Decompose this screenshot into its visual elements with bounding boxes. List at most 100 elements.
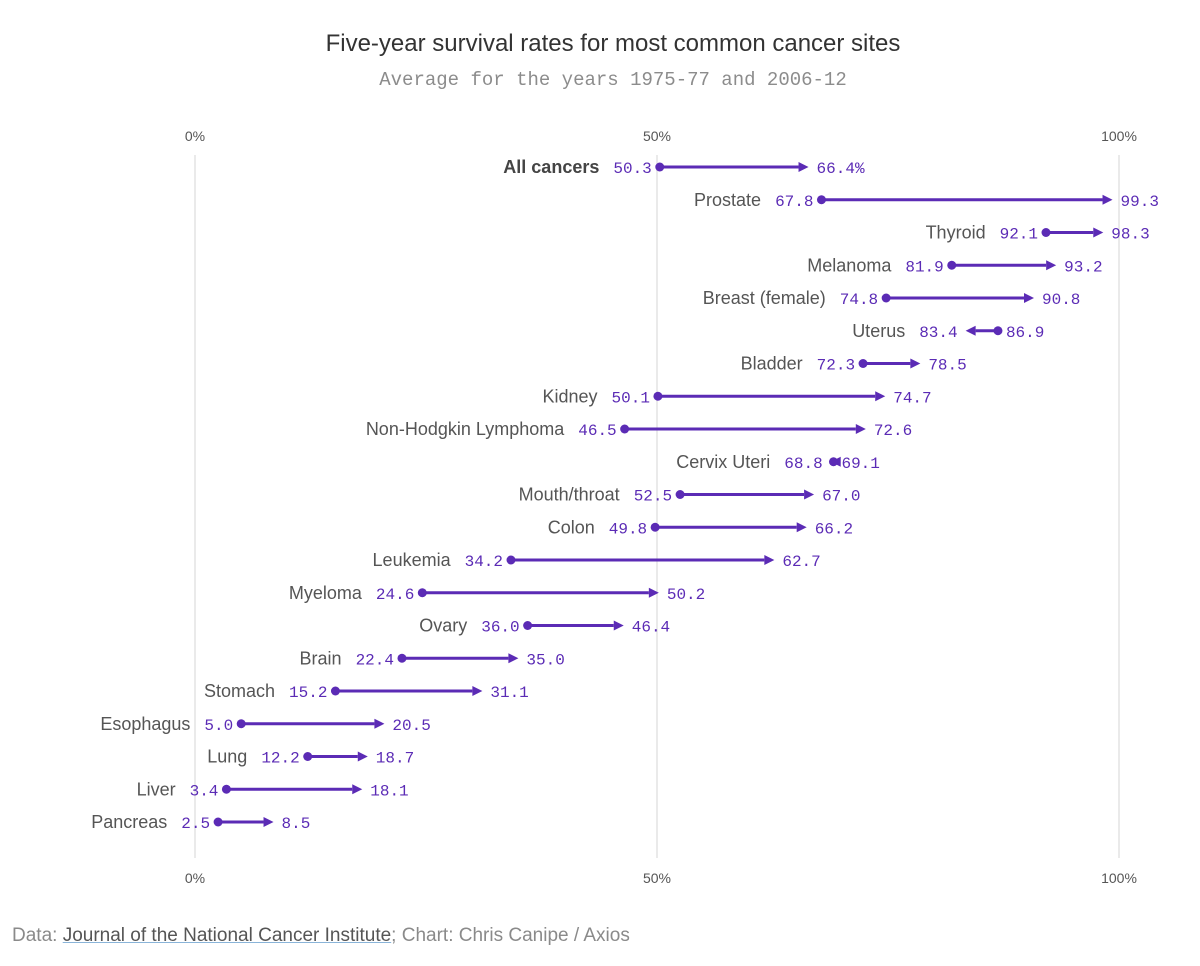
right-value-label: 67.0 [822, 488, 860, 506]
chart-subtitle: Average for the years 1975-77 and 2006-1… [379, 69, 847, 91]
start-dot [858, 359, 868, 368]
start-dot [655, 162, 665, 172]
right-value-label: 50.2 [667, 586, 705, 604]
arrow-head [875, 391, 886, 402]
start-dot [506, 555, 516, 565]
start-dot [1041, 228, 1051, 237]
category-label: Mouth/throat [519, 485, 620, 505]
survival-chart: 0% 0% 50% 50% 100% 100% 50.3 66.4% All cancers 67… [91, 128, 1159, 886]
start-dot [828, 457, 838, 467]
left-value-label: 46.5 [578, 422, 616, 440]
arrow-head [263, 817, 274, 827]
right-value-label: 66.4% [817, 160, 865, 178]
x-tick-label-top: 50% [643, 128, 671, 144]
arrow-head [472, 686, 483, 696]
arrow-head [1046, 260, 1057, 271]
arrow-head [804, 489, 815, 500]
category-label: Myeloma [289, 583, 363, 603]
arrow-head [648, 587, 659, 598]
category-label: Kidney [542, 386, 597, 406]
left-value-label: 50.3 [613, 160, 651, 178]
category-label: Melanoma [807, 255, 892, 275]
right-value-label: 86.9 [1006, 324, 1044, 342]
arrow-head [374, 718, 385, 729]
start-dot [221, 784, 231, 794]
x-tick-label-top: 100% [1101, 128, 1137, 144]
start-dot [523, 621, 533, 630]
chart-title: Five-year survival rates for most common… [325, 30, 901, 57]
right-value-label: 31.1 [490, 684, 528, 702]
x-tick-label-top: 0% [185, 128, 205, 144]
arrow-head [796, 522, 807, 533]
right-value-label: 78.5 [928, 357, 966, 375]
left-value-label: 92.1 [1000, 226, 1038, 244]
right-value-label: 90.8 [1042, 291, 1080, 309]
left-value-label: 24.6 [376, 586, 414, 604]
start-dot [993, 326, 1003, 336]
start-dot [417, 588, 427, 598]
category-label: Bladder [741, 354, 803, 374]
x-tick-label-bottom: 0% [185, 870, 205, 886]
right-value-label: 18.1 [370, 782, 408, 800]
arrow-head [1102, 194, 1113, 205]
right-value-label: 18.7 [376, 750, 414, 768]
right-value-label: 35.0 [526, 651, 564, 669]
category-label: Esophagus [100, 714, 190, 734]
arrow-head [1093, 227, 1104, 238]
left-value-label: 67.8 [775, 193, 813, 211]
start-dot [620, 424, 630, 434]
right-value-label: 8.5 [282, 815, 311, 833]
chart-footer: Data: Journal of the National Cancer Ins… [12, 925, 630, 947]
left-value-label: 5.0 [204, 717, 233, 735]
left-value-label: 22.4 [356, 651, 394, 669]
right-value-label: 98.3 [1111, 226, 1149, 244]
right-value-label: 93.2 [1064, 258, 1102, 276]
category-label: Pancreas [91, 812, 167, 832]
left-value-label: 68.8 [784, 455, 822, 473]
category-label: Non-Hodgkin Lymphoma [366, 419, 565, 439]
left-value-label: 12.2 [261, 750, 299, 768]
source-link[interactable]: Journal of the National Cancer Institute [62, 925, 392, 946]
category-label: Ovary [419, 616, 467, 636]
left-value-label: 74.8 [840, 291, 878, 309]
left-value-label: 3.4 [190, 782, 219, 800]
category-label: Uterus [852, 321, 905, 341]
category-label: Brain [300, 648, 342, 668]
start-dot [675, 490, 685, 499]
arrow-head [1023, 293, 1034, 303]
right-value-label: 72.6 [874, 422, 912, 440]
category-label: Lung [207, 747, 247, 767]
left-value-label: 15.2 [289, 684, 327, 702]
right-value-label: 62.7 [782, 553, 820, 571]
x-tick-label-bottom: 100% [1101, 870, 1137, 886]
left-value-label: 36.0 [481, 619, 519, 637]
start-dot [881, 293, 891, 303]
right-value-label: 66.2 [815, 520, 853, 538]
right-value-label: 99.3 [1121, 193, 1159, 211]
arrow-head [352, 784, 363, 795]
left-value-label: 49.8 [609, 520, 647, 538]
footer-prefix: Data: [12, 925, 63, 946]
left-value-label: 34.2 [465, 553, 503, 571]
arrow-head [764, 555, 775, 565]
left-value-label: 50.1 [612, 389, 650, 407]
start-dot [650, 522, 660, 532]
category-label: Liver [137, 779, 176, 799]
category-label: Breast (female) [703, 288, 826, 308]
arrow-head [357, 751, 368, 762]
category-label: Thyroid [926, 223, 986, 243]
start-dot [330, 686, 340, 696]
footer-suffix: ; Chart: Chris Canipe / Axios [391, 925, 630, 946]
right-value-label: 74.7 [893, 389, 931, 407]
left-value-label: 72.3 [817, 357, 855, 375]
category-label: Cervix Uteri [676, 452, 770, 472]
right-value-label: 69.1 [841, 455, 879, 473]
left-value-label: 2.5 [181, 815, 210, 833]
start-dot [397, 653, 407, 663]
category-label: All cancers [503, 157, 599, 177]
start-dot [947, 260, 957, 270]
arrow-head [965, 325, 976, 336]
category-label: Stomach [204, 681, 275, 701]
category-label: Colon [548, 517, 595, 537]
start-dot [303, 752, 313, 761]
